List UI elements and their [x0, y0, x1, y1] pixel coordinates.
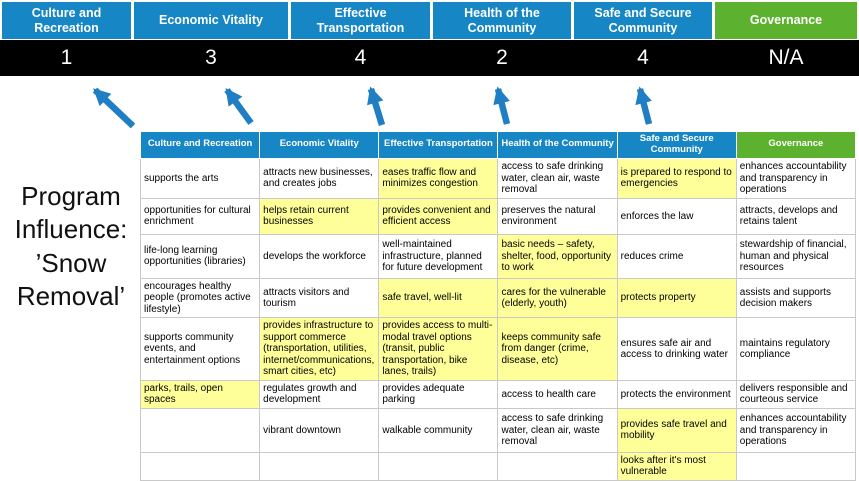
table-row: parks, trails, open spaces regulates grow…	[139, 379, 857, 409]
table-cell: access to health care	[497, 379, 618, 409]
up-arrow-icon	[493, 86, 511, 125]
score-value-3: 2	[496, 46, 508, 69]
table-col-header-0: Culture and Recreation	[139, 131, 261, 159]
table-cell: provides access to multi-modal travel op…	[378, 317, 499, 381]
table-row: supports the arts attracts new businesses…	[139, 157, 857, 199]
table-cell: supports community events, and entertain…	[139, 317, 261, 381]
up-arrow-icon	[635, 86, 653, 125]
table-body: supports the arts attracts new businesses…	[139, 157, 857, 481]
table-cell: ensures safe air and access to drinking …	[616, 317, 737, 381]
table-cell	[259, 451, 380, 481]
table-cell	[497, 451, 618, 481]
table-cell	[378, 451, 499, 481]
table-cell: is prepared to respond to emergencies	[616, 157, 737, 199]
table-cell: attracts visitors and tourism	[259, 277, 380, 319]
score-value-5: N/A	[768, 46, 804, 69]
up-arrow-icon	[367, 86, 386, 126]
table-cell: eases traffic flow and minimizes congest…	[378, 157, 499, 199]
table-cell	[139, 451, 261, 481]
category-header-2: Effective Transportation	[291, 2, 430, 39]
table-cell: encourages healthy people (promotes acti…	[139, 277, 261, 319]
table-cell: provides safe travel and mobility	[616, 407, 737, 453]
table-cell: well-maintained infrastructure, planned …	[378, 233, 499, 279]
category-header-3: Health of the Community	[433, 2, 571, 39]
category-header-4: Safe and Secure Community	[574, 2, 712, 39]
table-row: looks after it's most vulnerable	[139, 451, 857, 481]
category-header-0: Culture and Recreation	[2, 2, 131, 39]
table-col-header-4: Safe and Secure Community	[616, 131, 737, 159]
table-cell: stewardship of financial, human and phys…	[735, 233, 857, 279]
score-value-2: 4	[354, 46, 367, 69]
score-value-4: 4	[637, 46, 649, 69]
table-cell: delivers responsible and courteous servi…	[735, 379, 857, 409]
table-cell: attracts, develops and retains talent	[735, 197, 857, 235]
table-cell: helps retain current businesses	[259, 197, 380, 235]
table-cell: access to safe drinking water, clean air…	[497, 157, 618, 199]
table-cell: provides adequate parking	[378, 379, 499, 409]
table-row: encourages healthy people (promotes acti…	[139, 277, 857, 319]
up-arrow-icon	[224, 87, 254, 125]
table-col-header-5: Governance	[735, 131, 857, 159]
table-col-header-3: Health of the Community	[497, 131, 618, 159]
score-row: 1 3 4 2 4 N/A	[0, 40, 859, 76]
table-cell: access to safe drinking water, clean air…	[497, 407, 618, 453]
category-header-1: Economic Vitality	[134, 2, 288, 39]
table-cell: cares for the vulnerable (elderly, youth…	[497, 277, 618, 319]
table-cell: attracts new businesses, and creates job…	[259, 157, 380, 199]
table-cell: develops the workforce	[259, 233, 380, 279]
table-cell: walkable community	[378, 407, 499, 453]
table-cell: protects the environment	[616, 379, 737, 409]
category-header-row: Culture and Recreation Economic Vitality E…	[2, 2, 857, 39]
table-cell: maintains regulatory compliance	[735, 317, 857, 381]
table-cell: reduces crime	[616, 233, 737, 279]
score-value-1: 3	[205, 46, 217, 69]
table-cell: protects property	[616, 277, 737, 319]
table-col-header-2: Effective Transportation	[378, 131, 499, 159]
table-cell: provides infrastructure to support comme…	[259, 317, 380, 381]
category-header-5: Governance	[715, 2, 857, 39]
table-cell: assists and supports decision makers	[735, 277, 857, 319]
table-cell: looks after it's most vulnerable	[616, 451, 737, 481]
table-header-row: Culture and Recreation Economic Vitality E…	[139, 131, 857, 159]
table-cell: life-long learning opportunities (librar…	[139, 233, 261, 279]
table-cell	[735, 451, 857, 481]
influence-table: Culture and Recreation Economic Vitality E…	[139, 131, 857, 481]
page-title: Program Influence: ’Snow Removal’	[14, 181, 128, 311]
table-cell: opportunities for cultural enrichment	[139, 197, 261, 235]
table-cell: parks, trails, open spaces	[139, 379, 261, 409]
table-row: vibrant downtown walkable community access…	[139, 407, 857, 453]
table-col-header-1: Economic Vitality	[259, 131, 380, 159]
table-cell: provides convenient and efficient access	[378, 197, 499, 235]
table-cell: enhances accountability and transparency…	[735, 407, 857, 453]
table-row: supports community events, and entertain…	[139, 317, 857, 381]
table-row: life-long learning opportunities (librar…	[139, 233, 857, 279]
table-cell: basic needs – safety, shelter, food, opp…	[497, 233, 618, 279]
table-cell: safe travel, well-lit	[378, 277, 499, 319]
score-value-0: 1	[60, 46, 73, 69]
table-cell: enforces the law	[616, 197, 737, 235]
table-cell: vibrant downtown	[259, 407, 380, 453]
table-cell	[139, 407, 261, 453]
table-cell: keeps community safe from danger (crime,…	[497, 317, 618, 381]
up-arrow-icon	[92, 87, 136, 129]
table-cell: preserves the natural environment	[497, 197, 618, 235]
table-row: opportunities for cultural enrichment hel…	[139, 197, 857, 235]
table-cell: supports the arts	[139, 157, 261, 199]
table-cell: enhances accountability and transparency…	[735, 157, 857, 199]
decorative-arrows	[92, 86, 653, 129]
table-cell: regulates growth and development	[259, 379, 380, 409]
